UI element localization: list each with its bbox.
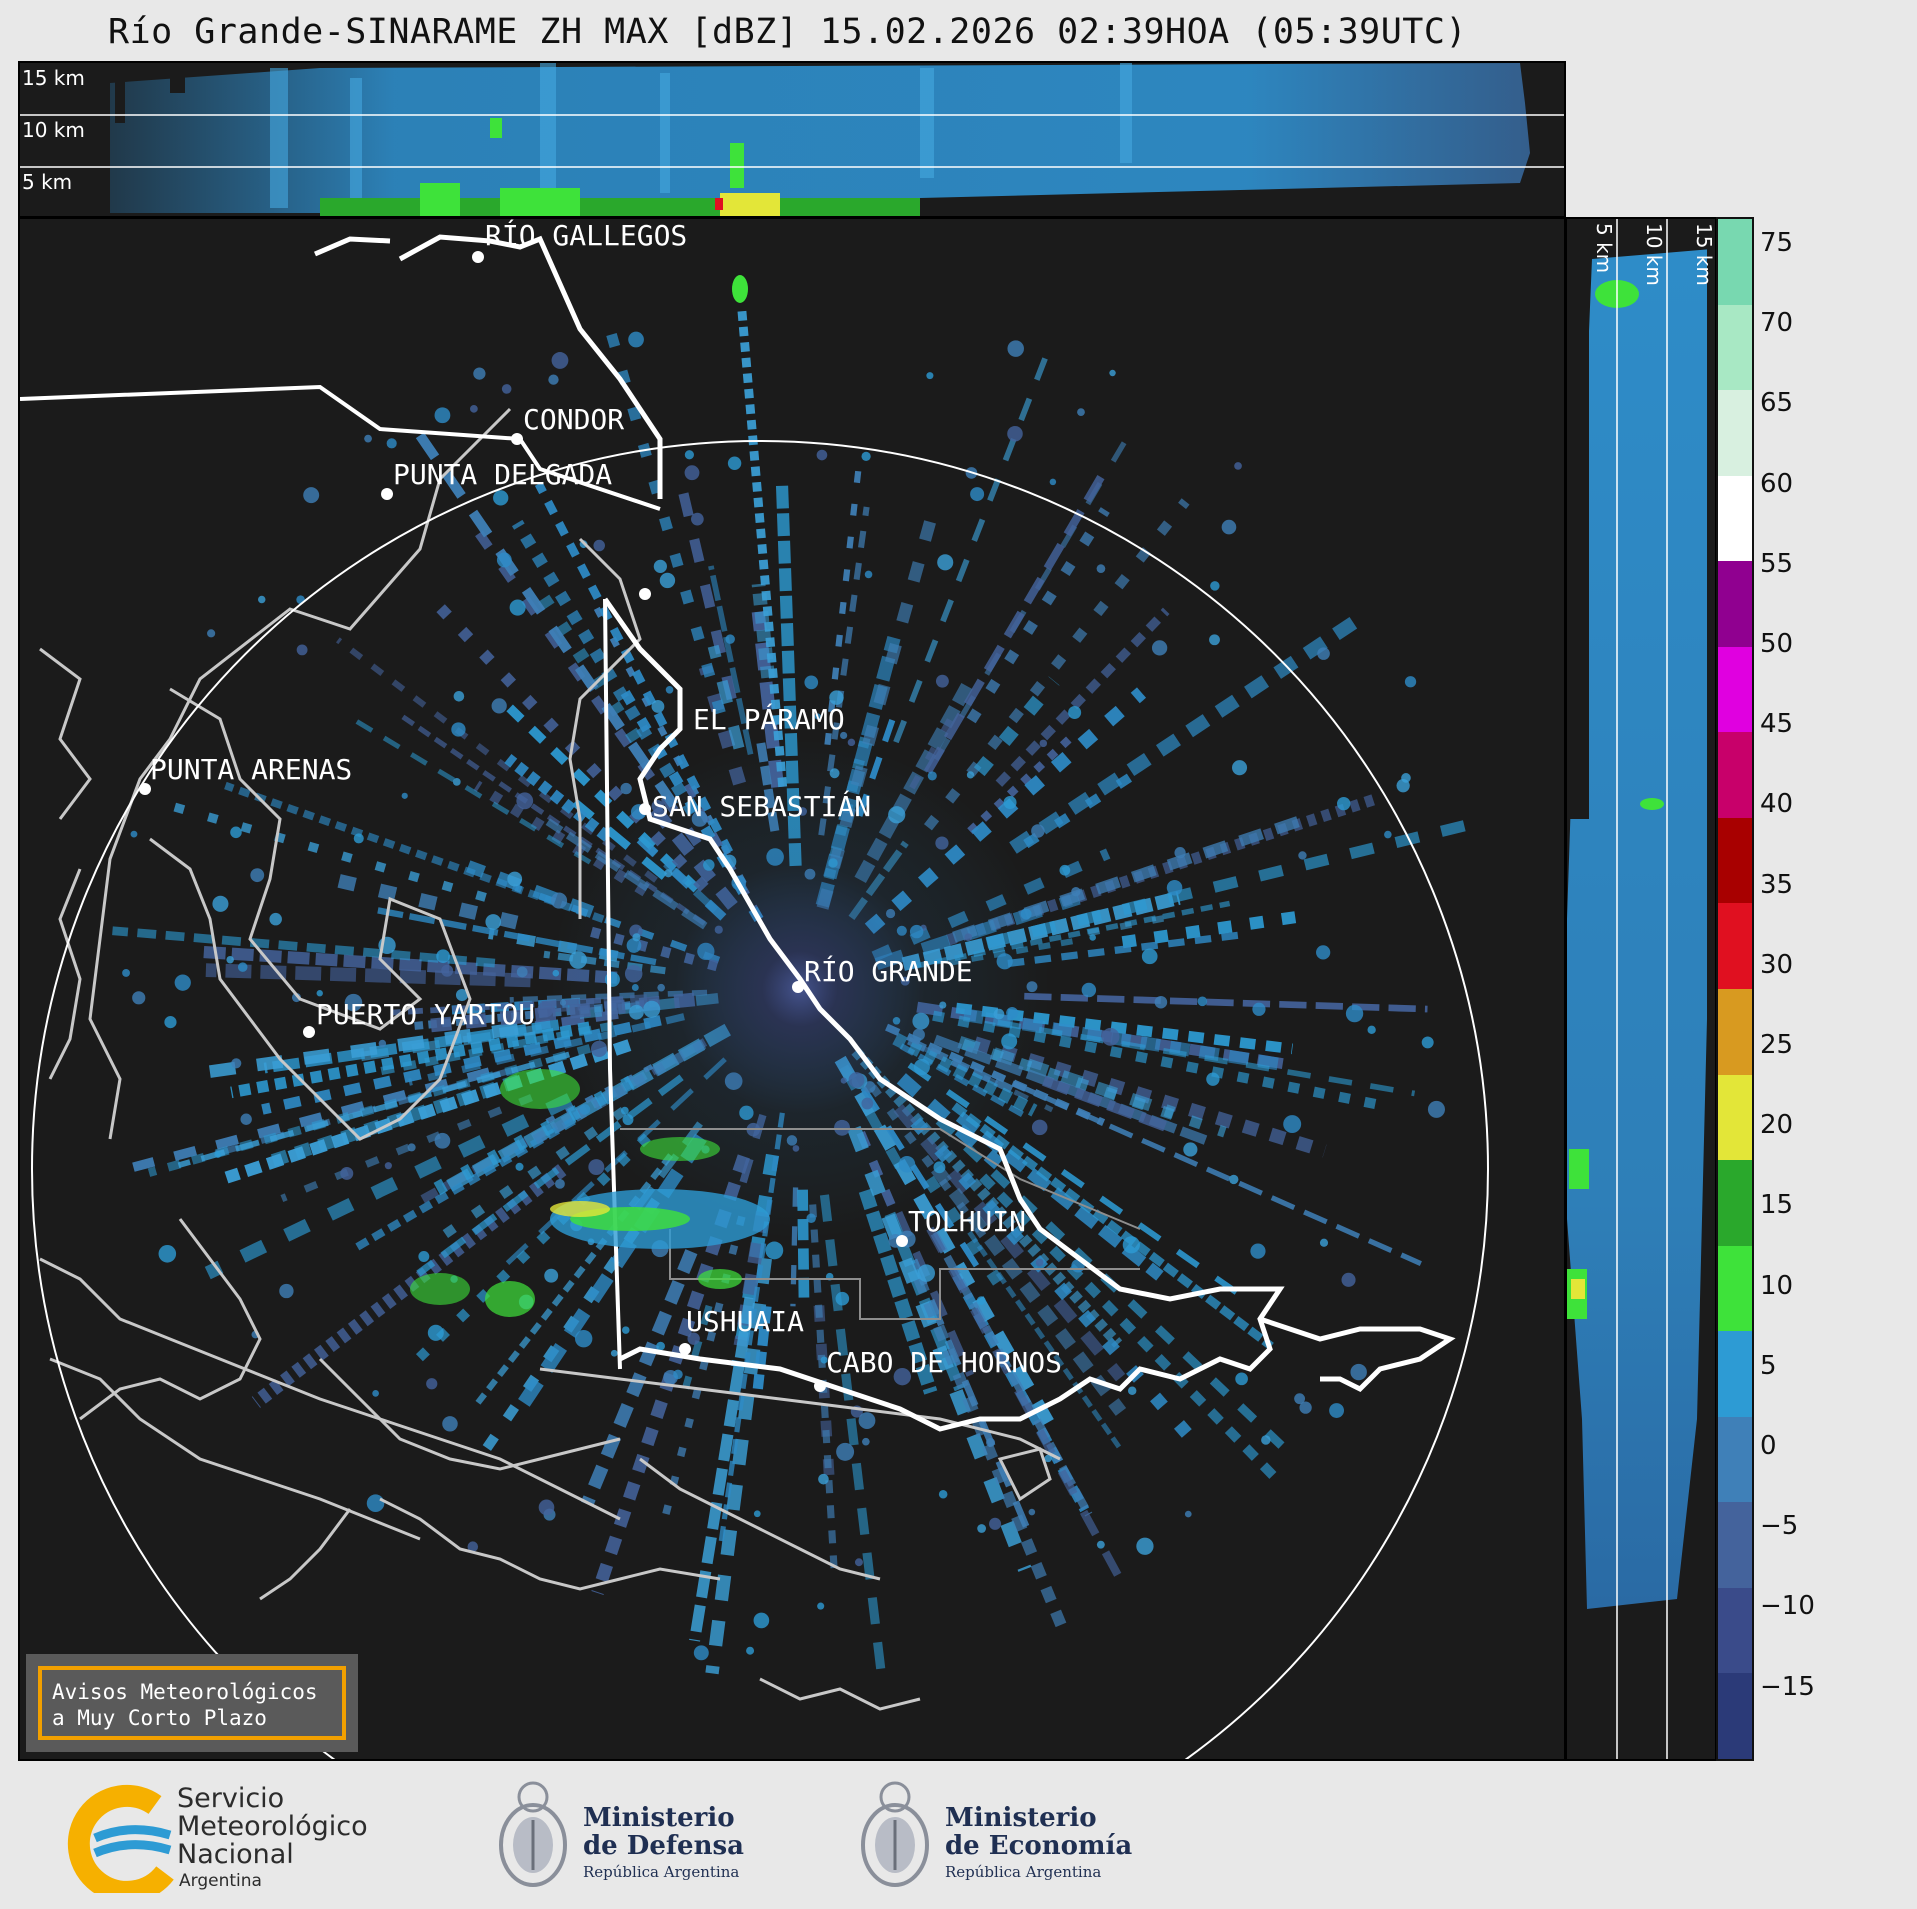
radar-map-panel: RÍO GALLEGOS CONDOR PUNTA DELGADA PUNTA … xyxy=(18,217,1566,1761)
colorbar-tick-label: 20 xyxy=(1760,1110,1794,1141)
place-label-condor: CONDOR xyxy=(523,403,624,436)
defensa-logo: Ministerio de Defensa República Argentin… xyxy=(493,1775,793,1900)
colorbar-segment xyxy=(1718,218,1752,305)
colorbar-segment xyxy=(1718,1416,1752,1503)
top-profile-echo: 15 km 10 km 5 km xyxy=(20,63,1564,216)
economia-logo-text: de Economía xyxy=(945,1831,1133,1861)
banner-line-2: a Muy Corto Plazo xyxy=(52,1706,267,1730)
colorbar-segment xyxy=(1718,902,1752,989)
place-label-punta-arenas: PUNTA ARENAS xyxy=(150,753,352,786)
colorbar-tick-label: −5 xyxy=(1760,1511,1799,1542)
province-boundaries xyxy=(620,1128,1141,1320)
colorbar-segment xyxy=(1718,560,1752,647)
top-profile-label: 5 km xyxy=(22,170,72,194)
top-profile-label: 10 km xyxy=(22,118,85,142)
smn-logo-icon xyxy=(67,1784,174,1893)
colorbar-segment xyxy=(1718,1330,1752,1417)
colorbar-tick-label: 30 xyxy=(1760,949,1794,980)
colorbar-tick-label: 5 xyxy=(1760,1350,1777,1381)
colorbar-segment xyxy=(1718,304,1752,391)
place-label-rio-grande: RÍO GRANDE xyxy=(804,954,973,988)
colorbar-segment xyxy=(1718,646,1752,733)
colorbar-tick-label: 10 xyxy=(1760,1270,1794,1301)
economia-logo-text: Ministerio xyxy=(945,1803,1097,1833)
defensa-logo-text: Ministerio xyxy=(583,1803,735,1833)
colorbar-tick-label: 75 xyxy=(1760,228,1794,258)
top-profile-label: 15 km xyxy=(22,66,85,90)
place-label-puerto-yartou: PUERTO YARTOU xyxy=(316,998,535,1031)
colorbar-tick-label: −15 xyxy=(1760,1671,1815,1702)
radar-range-ring xyxy=(31,440,1489,1759)
smn-logo-text: Meteorológico xyxy=(177,1811,368,1842)
side-profile-panel: 5 km 10 km 15 km xyxy=(1565,217,1717,1761)
country-borders xyxy=(20,384,661,1370)
top-profile-panel: 15 km 10 km 5 km xyxy=(18,61,1566,218)
colorbar-segment xyxy=(1718,1672,1752,1759)
colorbar-segment xyxy=(1718,389,1752,476)
colorbar-segment xyxy=(1718,1245,1752,1332)
colorbar-tick-label: 70 xyxy=(1760,308,1794,339)
storm-cells xyxy=(410,275,770,1317)
side-profile-echo: 5 km 10 km 15 km xyxy=(1567,219,1716,1759)
smn-logo-text: Servicio xyxy=(177,1783,285,1814)
map-title: Río Grande-SINARAME ZH MAX [dBZ] 15.02.2… xyxy=(108,12,1468,52)
smn-logo-text: Nacional xyxy=(177,1839,294,1870)
place-label-punta-delgada: PUNTA DELGADA xyxy=(393,458,612,491)
radar-map-svg: RÍO GALLEGOS CONDOR PUNTA DELGADA PUNTA … xyxy=(20,219,1489,1759)
colorbar-segment xyxy=(1718,1501,1752,1588)
colorbar-tick-label: 15 xyxy=(1760,1190,1794,1221)
colorbar xyxy=(1716,217,1754,1761)
warnings-banner[interactable]: Avisos Meteorológicos a Muy Corto Plazo xyxy=(26,1654,358,1752)
place-label-tolhuin: TOLHUIN xyxy=(908,1205,1026,1238)
colorbar-segment xyxy=(1718,1159,1752,1246)
colorbar-tick-label: −10 xyxy=(1760,1591,1815,1622)
smn-logo: Servicio Meteorológico Nacional Argentin… xyxy=(55,1783,385,1893)
colorbar-segment xyxy=(1718,817,1752,904)
economia-logo: Ministerio de Economía República Argenti… xyxy=(855,1775,1175,1900)
coastlines xyxy=(39,407,1061,1711)
smn-logo-subtext: Argentina xyxy=(179,1871,262,1891)
side-profile-label: 5 km xyxy=(1592,223,1616,273)
place-label-el-paramo: EL PÁRAMO xyxy=(693,702,845,736)
argentina-coat-of-arms-icon xyxy=(499,1781,567,1887)
colorbar-tick-label: 35 xyxy=(1760,869,1794,900)
colorbar-tick-label: 65 xyxy=(1760,388,1794,419)
colorbar-tick-label: 60 xyxy=(1760,468,1794,499)
banner-line-1: Avisos Meteorológicos xyxy=(52,1680,318,1704)
colorbar-segment xyxy=(1718,988,1752,1075)
place-label-ushuaia: USHUAIA xyxy=(686,1305,804,1338)
defensa-logo-subtext: República Argentina xyxy=(583,1863,740,1881)
colorbar-segment xyxy=(1718,475,1752,562)
argentina-coat-of-arms-icon xyxy=(861,1781,929,1887)
place-label-cabo-de-hornos: CABO DE HORNOS xyxy=(826,1346,1062,1379)
colorbar-tick-label: 0 xyxy=(1760,1431,1777,1461)
colorbar-tick-label: 55 xyxy=(1760,548,1794,579)
colorbar-segment xyxy=(1718,1074,1752,1161)
colorbar-tick-label: 50 xyxy=(1760,629,1794,659)
tierra-del-fuego-coast xyxy=(314,234,1456,1432)
place-label-san-sebastian: SAN SEBASTIÁN xyxy=(652,789,871,823)
colorbar-tick-label: 25 xyxy=(1760,1030,1794,1060)
city-markers xyxy=(139,251,908,1392)
colorbar-tick-label: 40 xyxy=(1760,789,1794,820)
place-label-rio-gallegos: RÍO GALLEGOS xyxy=(485,219,687,252)
side-profile-label: 10 km xyxy=(1642,223,1666,286)
side-profile-label: 15 km xyxy=(1692,223,1716,286)
colorbar-tick-label: 45 xyxy=(1760,709,1794,740)
colorbar-segment xyxy=(1718,731,1752,818)
colorbar-segment xyxy=(1718,1587,1752,1674)
economia-logo-subtext: República Argentina xyxy=(945,1863,1102,1881)
defensa-logo-text: de Defensa xyxy=(583,1831,744,1861)
